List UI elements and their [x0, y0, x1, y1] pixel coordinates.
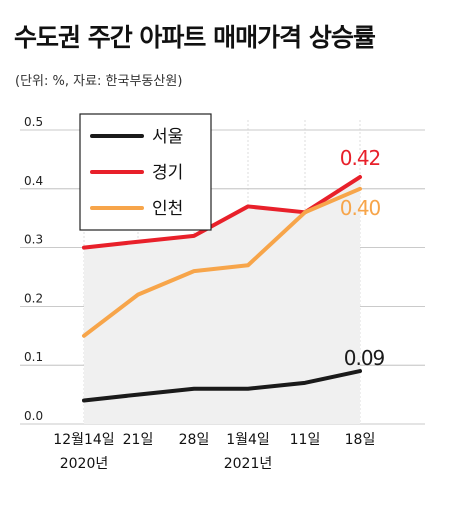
y-tick-label: 0.4 [24, 174, 43, 188]
x-axis: 12월14일 21일 28일 1월4일 11일 18일 2020년 2021년 [53, 432, 375, 472]
end-value-label: 0.09 [344, 346, 385, 370]
area-fill [84, 177, 360, 424]
chart-title: 수도권 주간 아파트 매매가격 상승률 [14, 23, 376, 52]
x-tick-label: 21일 [123, 432, 154, 448]
x-tick-label: 18일 [345, 432, 376, 448]
legend-label: 경기 [152, 163, 183, 183]
y-tick-label: 0.1 [24, 350, 43, 364]
end-value-label: 0.40 [340, 196, 381, 220]
data-labels: 0.09 0.42 0.40 [340, 146, 386, 370]
area-under-line [84, 177, 360, 424]
series-line [82, 369, 362, 403]
end-value-label: 0.42 [340, 146, 381, 170]
series [82, 175, 362, 403]
y-tick-label: 0.5 [24, 115, 43, 129]
legend-label: 서울 [152, 127, 183, 147]
y-tick-label: 0.2 [24, 291, 43, 305]
series-line [82, 186, 362, 338]
y-tick-label: 0.3 [24, 233, 43, 247]
x-tick-label: 12월14일 [53, 432, 114, 448]
x-tick-label: 28일 [179, 432, 210, 448]
x-tick-label: 11일 [290, 432, 321, 448]
x-tick-label: 1월4일 [226, 432, 270, 448]
chart-subtitle: (단위: %, 자료: 한국부동산원) [15, 74, 183, 89]
y-tick-label: 0.0 [24, 409, 43, 423]
y-axis: 0.0 0.1 0.2 0.3 0.4 0.5 [24, 115, 43, 423]
legend-label: 인천 [152, 199, 183, 219]
x-year-label: 2021년 [224, 456, 273, 472]
x-year-label: 2020년 [60, 456, 109, 472]
